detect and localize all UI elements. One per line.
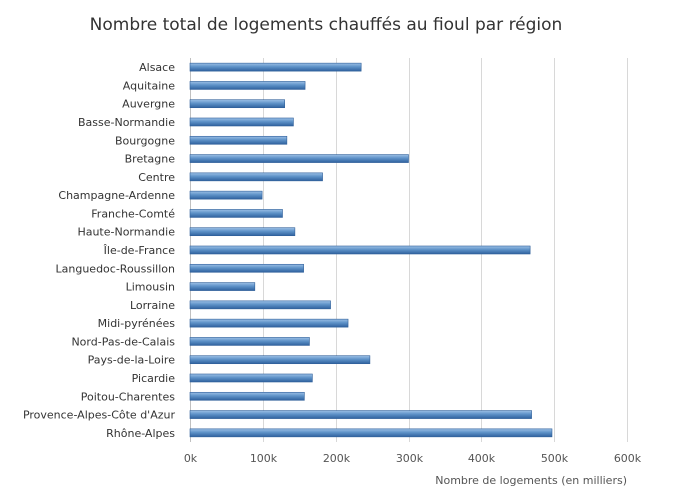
bar xyxy=(189,227,296,237)
category-label: Lorraine xyxy=(130,299,175,312)
category-label: Limousin xyxy=(126,281,175,294)
category-label: Franche-Comté xyxy=(91,207,175,220)
x-tick-label: 200k xyxy=(323,452,351,465)
bar xyxy=(189,263,304,273)
category-label: Languedoc-Roussillon xyxy=(56,262,176,275)
bar xyxy=(189,300,331,310)
bar xyxy=(189,190,263,200)
category-label: Rhône-Alpes xyxy=(106,427,175,440)
bar xyxy=(189,355,371,365)
category-label: Auvergne xyxy=(122,98,175,111)
x-axis-title: Nombre de logements (en milliers) xyxy=(435,474,627,487)
category-labels: Alsace Aquitaine Auvergne Basse-Normandie Bo… xyxy=(23,61,176,440)
bar xyxy=(189,318,349,328)
category-label: Bretagne xyxy=(125,153,176,166)
x-axis-ticks: 0k 100k 200k 300k 400k 500k 600k xyxy=(184,452,642,465)
bar xyxy=(189,117,294,127)
category-label: Île-de-France xyxy=(103,244,176,257)
category-label: Provence-Alpes-Côte d'Azur xyxy=(23,409,176,422)
bars xyxy=(189,62,553,438)
bar xyxy=(189,154,409,163)
category-label: Poitou-Charentes xyxy=(81,390,176,403)
x-tick-label: 0k xyxy=(184,452,198,465)
category-label: Aquitaine xyxy=(123,79,175,92)
bar xyxy=(189,391,305,401)
category-label: Alsace xyxy=(139,61,175,74)
x-tick-label: 300k xyxy=(396,452,424,465)
bar xyxy=(189,337,310,346)
category-label: Nord-Pas-de-Calais xyxy=(71,335,175,348)
category-label: Picardie xyxy=(132,372,176,385)
bar xyxy=(189,245,531,255)
x-tick-label: 100k xyxy=(250,452,278,465)
chart-title: Nombre total de logements chauffés au fi… xyxy=(90,15,563,35)
category-label: Bourgogne xyxy=(115,134,175,147)
bar xyxy=(189,410,532,419)
bar xyxy=(189,428,553,438)
category-label: Pays-de-la-Loire xyxy=(88,354,176,367)
bar xyxy=(189,209,283,218)
category-label: Champagne-Ardenne xyxy=(58,189,175,202)
category-label: Midi-pyrénées xyxy=(98,317,176,330)
bar xyxy=(189,172,323,182)
bar xyxy=(189,62,362,72)
category-label: Basse-Normandie xyxy=(78,116,175,129)
x-tick-label: 400k xyxy=(468,452,496,465)
bar xyxy=(189,282,256,291)
category-label: Haute-Normandie xyxy=(77,226,175,239)
x-tick-label: 500k xyxy=(541,452,569,465)
bar xyxy=(189,81,306,90)
bar xyxy=(189,99,285,109)
category-label: Centre xyxy=(138,171,175,184)
x-tick-label: 600k xyxy=(614,452,642,465)
bar xyxy=(189,373,313,383)
bar xyxy=(189,135,288,145)
